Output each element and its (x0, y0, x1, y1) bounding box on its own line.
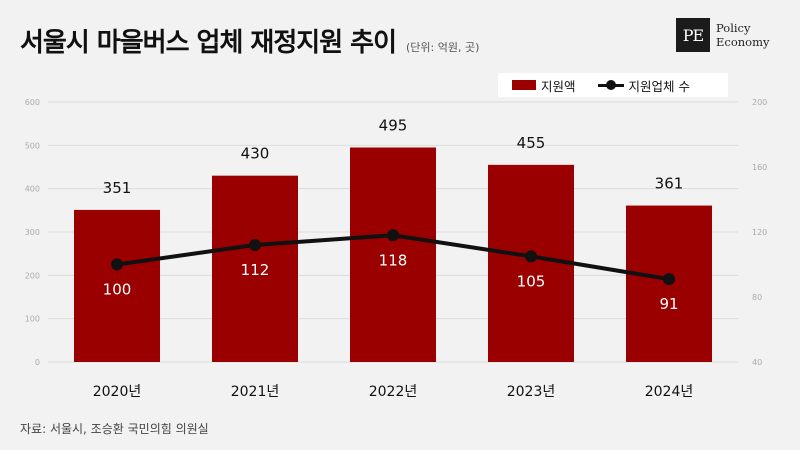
line-point (387, 229, 399, 242)
bar (350, 147, 436, 362)
source-note: 자료: 서울시, 조승환 국민의힘 의원실 (20, 422, 209, 436)
legend-bar-label: 지원액 (541, 78, 576, 94)
line-value-label: 100 (103, 281, 132, 299)
line-value-label: 112 (241, 261, 270, 279)
line-point (525, 250, 537, 263)
left-tick-label: 600 (25, 98, 40, 107)
logo-text: Policy Economy (716, 21, 770, 49)
chart-title: 서울시 마을버스 업체 재정지원 추이 (20, 28, 397, 58)
left-tick-label: 400 (25, 185, 40, 194)
line-point (249, 239, 261, 251)
left-tick-label: 300 (25, 228, 40, 237)
unit-label: (단위: 억원, 곳) (406, 41, 480, 54)
bar-value-label: 455 (517, 134, 546, 152)
chart-legend: 지원액 지원업체 수 (498, 73, 728, 97)
right-tick-label: 160 (752, 163, 767, 172)
left-tick-label: 100 (25, 315, 40, 324)
legend-item-bar: 지원액 (512, 76, 576, 95)
right-tick-label: 80 (752, 293, 762, 302)
right-tick-label: 40 (752, 358, 762, 367)
legend-bar-swatch (512, 80, 536, 90)
bar-value-label: 351 (103, 179, 132, 197)
logo-line1: Policy (716, 21, 751, 35)
legend-line-swatch (597, 80, 624, 90)
bar-value-label: 361 (655, 175, 684, 193)
category-label: 2023년 (507, 384, 556, 400)
left-tick-label: 500 (25, 141, 40, 150)
logo-line2: Economy (716, 35, 770, 49)
policy-economy-logo: PE Policy Economy (676, 18, 770, 52)
line-value-label: 91 (659, 295, 678, 313)
line-point (111, 258, 123, 271)
category-label: 2020년 (93, 384, 142, 400)
left-tick-label: 200 (25, 271, 40, 280)
line-value-label: 105 (517, 272, 546, 290)
bar (488, 164, 574, 362)
bar (74, 209, 160, 362)
left-tick-label: 0 (35, 358, 40, 367)
bar-value-label: 495 (379, 117, 408, 135)
title-row: 서울시 마을버스 업체 재정지원 추이 (단위: 억원, 곳) (20, 22, 479, 59)
bar (212, 175, 298, 362)
bar-value-label: 430 (241, 145, 270, 163)
legend-item-line: 지원업체 수 (597, 76, 690, 95)
category-label: 2022년 (369, 384, 418, 400)
legend-line-label: 지원업체 수 (628, 78, 690, 94)
logo-mark-icon: PE (676, 18, 710, 52)
line-point (663, 273, 675, 286)
line-value-label: 118 (379, 251, 408, 269)
category-label: 2024년 (645, 384, 694, 400)
category-label: 2021년 (231, 384, 280, 400)
right-tick-label: 200 (752, 98, 767, 107)
right-tick-label: 120 (752, 228, 767, 237)
